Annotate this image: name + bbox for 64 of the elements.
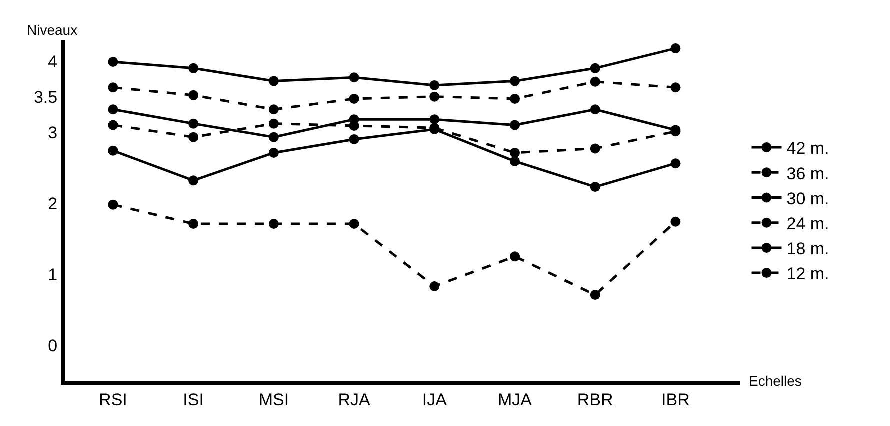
x-tick-label: RJA — [338, 390, 372, 410]
point — [349, 134, 360, 144]
point — [268, 148, 279, 158]
y-axis-title: Niveaux — [27, 22, 78, 38]
point — [268, 76, 279, 86]
legend-label: 42 m. — [786, 139, 830, 158]
point — [188, 219, 199, 229]
x-tick-label: ISI — [183, 390, 204, 410]
point — [108, 82, 118, 93]
x-axis-title: Echelles — [749, 373, 802, 389]
y-tick-label: 4 — [48, 52, 58, 72]
point — [268, 104, 279, 115]
x-tick-label: MSI — [258, 390, 290, 410]
point — [670, 44, 681, 54]
y-tick-label: 1 — [48, 265, 58, 284]
point — [510, 94, 520, 104]
x-tick-label: RSI — [99, 390, 128, 410]
point — [268, 219, 279, 229]
x-tick-label: IBR — [662, 390, 690, 410]
point — [590, 76, 600, 87]
point — [349, 94, 360, 104]
point — [108, 120, 118, 130]
point — [670, 82, 681, 93]
point — [670, 158, 681, 169]
point — [510, 252, 520, 262]
point — [670, 216, 681, 227]
legend-label: 30 m. — [786, 189, 830, 208]
point — [510, 156, 520, 166]
point — [108, 200, 118, 210]
point — [108, 104, 118, 115]
point — [349, 72, 360, 83]
point — [430, 114, 440, 125]
point — [510, 120, 520, 130]
point — [590, 104, 600, 115]
point — [108, 57, 118, 68]
y-tick-label: 2 — [48, 194, 58, 214]
y-tick-label: 3.5 — [34, 88, 58, 107]
y-tick-label: 0 — [48, 336, 58, 356]
point — [188, 132, 199, 142]
point — [590, 182, 600, 192]
y-tick-label: 3 — [48, 123, 58, 142]
point — [590, 63, 600, 74]
point — [188, 63, 199, 74]
point — [430, 282, 440, 292]
point — [349, 219, 360, 229]
legend-label: 12 m. — [786, 264, 830, 284]
point — [188, 176, 199, 186]
point — [590, 290, 600, 300]
x-tick-label: RBR — [577, 390, 614, 410]
legend-label: 36 m. — [786, 164, 830, 184]
point — [430, 92, 440, 102]
point — [268, 132, 279, 142]
point — [188, 90, 199, 100]
point — [590, 144, 600, 154]
point — [268, 118, 279, 129]
legend-label: 24 m. — [786, 214, 830, 234]
x-tick-label: IJA — [422, 390, 448, 410]
point — [108, 146, 118, 156]
point — [188, 118, 199, 129]
point — [510, 148, 520, 158]
point — [430, 80, 440, 90]
point — [510, 76, 520, 86]
legend-label: 18 m. — [786, 240, 830, 259]
x-tick-label: MJA — [498, 390, 533, 410]
